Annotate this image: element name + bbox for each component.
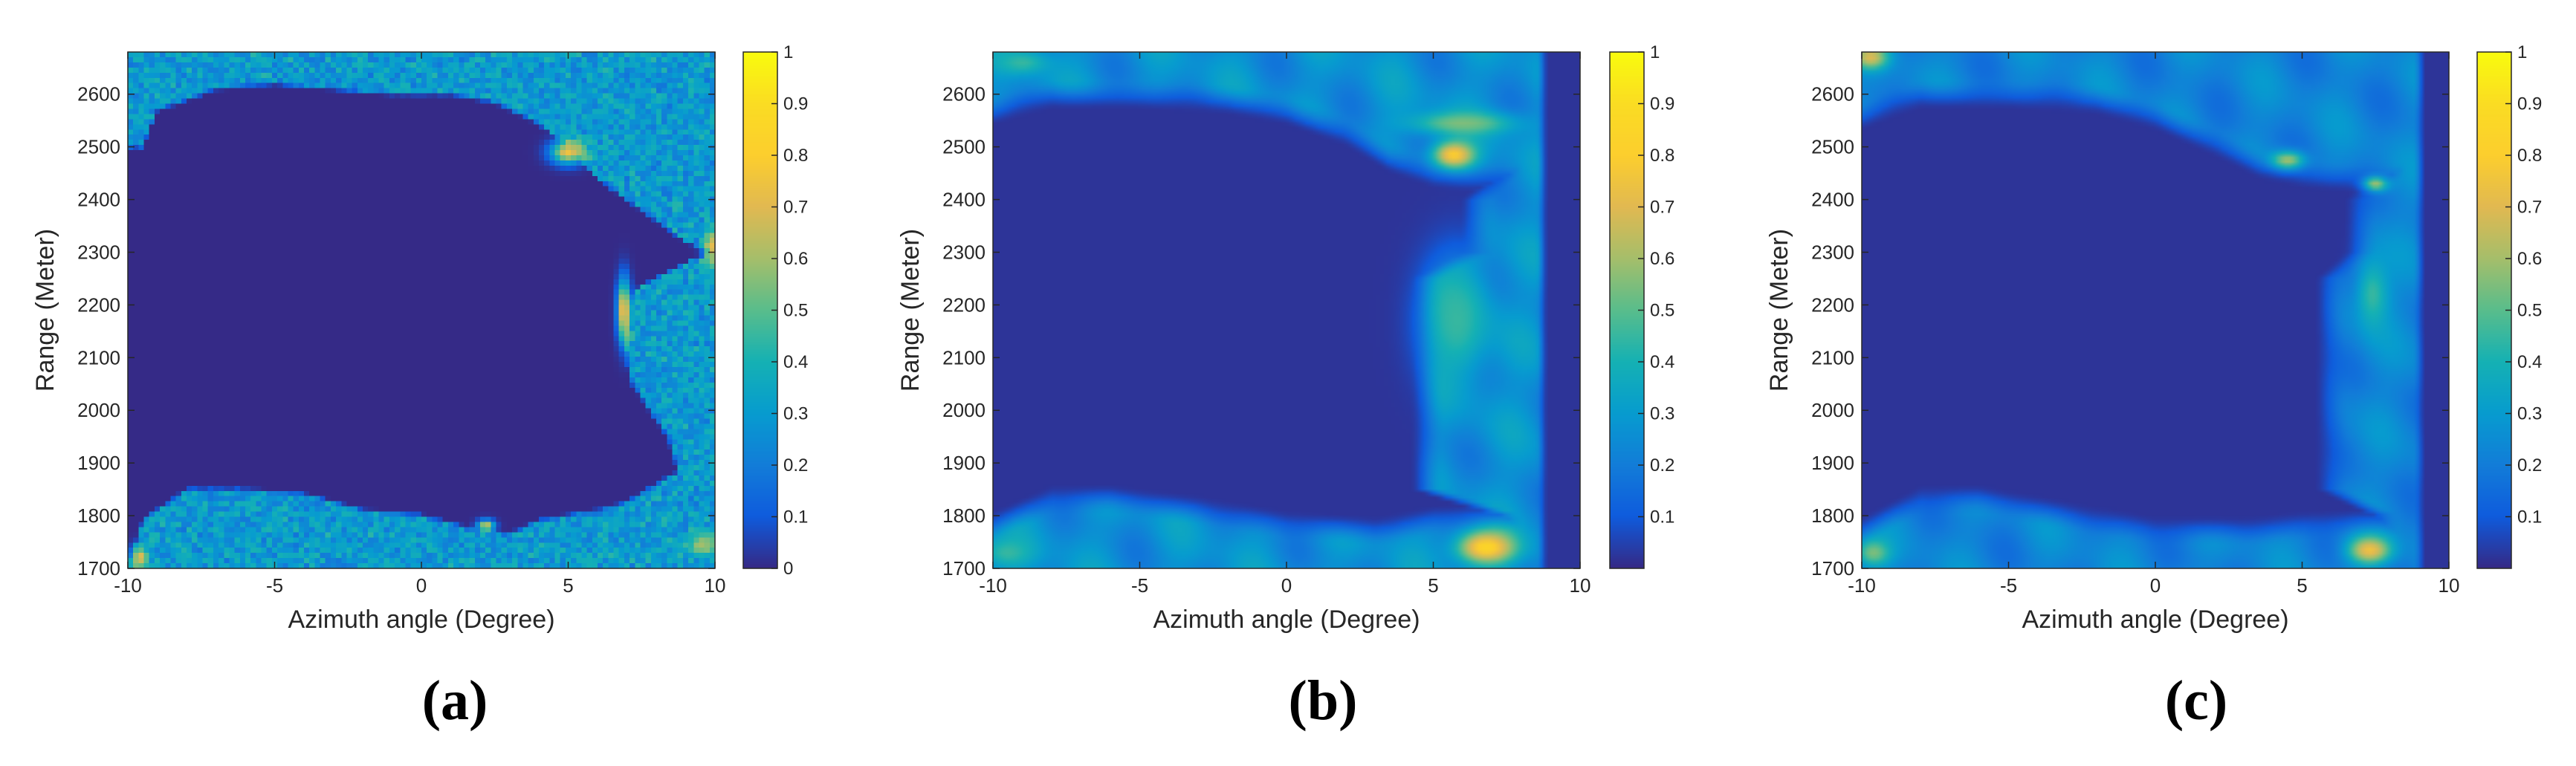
colorbar-tick-label: 0.9 <box>783 94 808 114</box>
colorbar-tick-label: 0.7 <box>1650 198 1674 218</box>
colorbar-tick-label: 0.5 <box>783 301 808 321</box>
y-tick-label: 2200 <box>942 293 986 316</box>
x-tick-label: 0 <box>1281 574 1292 597</box>
panel-label: (c) <box>2165 669 2227 732</box>
y-tick-label: 2600 <box>1811 83 1854 106</box>
x-tick-label: 5 <box>2297 574 2307 597</box>
x-tick-label: 10 <box>2439 574 2460 597</box>
y-tick-label: 1700 <box>77 557 120 580</box>
colorbar-tick-label: 0.8 <box>1650 146 1674 166</box>
colorbar-tick-label: 0.4 <box>2517 352 2542 372</box>
y-tick-label: 1900 <box>1811 452 1854 474</box>
colorbar-tick-label: 0.7 <box>783 198 808 218</box>
colorbar-tick-label: 0.5 <box>2517 301 2542 321</box>
x-tick-label: 5 <box>1428 574 1438 597</box>
colorbar-tick-label: 1 <box>1650 42 1660 62</box>
x-axis-label: Azimuth angle (Degree) <box>288 606 554 634</box>
x-axis-label: Azimuth angle (Degree) <box>1153 606 1420 634</box>
colorbar-tick-label: 0.7 <box>2517 198 2542 218</box>
colorbar-tick-label: 0.3 <box>783 404 808 424</box>
y-tick-label: 2400 <box>1811 189 1854 211</box>
heatmap-image <box>993 52 1580 568</box>
y-tick-label: 2500 <box>77 136 120 158</box>
colorbar-tick-label: 0.8 <box>2517 146 2542 166</box>
x-tick-label: 5 <box>563 574 573 597</box>
colorbar-tick-label: 0.9 <box>2517 94 2542 114</box>
colorbar-tick-label: 0.8 <box>783 146 808 166</box>
chart-panel-1: -10 -5 0 5 101700180019002000210022002300240… <box>31 42 808 732</box>
x-axis-label: Azimuth angle (Degree) <box>2022 606 2288 634</box>
colorbar-tick-label: 1 <box>783 42 793 62</box>
colorbar-tick-label: 1 <box>2517 42 2527 62</box>
y-tick-label: 2000 <box>942 399 986 421</box>
colorbar-tick-label: 0.6 <box>783 249 808 269</box>
colorbar-tick-label: 0.4 <box>1650 352 1674 372</box>
y-tick-label: 2600 <box>942 83 986 106</box>
y-tick-label: 2400 <box>942 189 986 211</box>
x-tick-label: -10 <box>1848 574 1876 597</box>
y-tick-label: 1900 <box>942 452 986 474</box>
y-tick-label: 2500 <box>942 136 986 158</box>
x-tick-label: 0 <box>416 574 427 597</box>
colorbar-tick-label: 0.3 <box>2517 404 2542 424</box>
y-tick-label: 2300 <box>942 241 986 263</box>
y-axis-label: Range (Meter) <box>1765 229 1793 392</box>
colorbar-tick-label: 0.4 <box>783 352 808 372</box>
x-tick-label: -5 <box>266 574 283 597</box>
y-tick-label: 2000 <box>1811 399 1854 421</box>
y-tick-label: 2000 <box>77 399 120 421</box>
x-tick-label: 10 <box>705 574 726 597</box>
colorbar-tick-label: 0.2 <box>783 455 808 475</box>
x-tick-label: -10 <box>114 574 142 597</box>
colorbar-tick-label: 0.1 <box>1650 507 1674 528</box>
y-tick-label: 1700 <box>1811 557 1854 580</box>
y-tick-label: 2100 <box>77 346 120 369</box>
y-tick-label: 2300 <box>1811 241 1854 263</box>
colorbar-tick-label: 0.2 <box>2517 455 2542 475</box>
y-tick-label: 2400 <box>77 189 120 211</box>
y-tick-label: 1900 <box>77 452 120 474</box>
chart-panel-3: -10 -5 0 5 10 1700 1800 1900 2000 2100 2200 2300 240… <box>1765 42 2542 732</box>
y-axis-label: Range (Meter) <box>896 229 925 392</box>
y-tick-label: 2500 <box>1811 136 1854 158</box>
y-tick-label: 2300 <box>77 241 120 263</box>
colorbar-tick-label: 0.6 <box>2517 249 2542 269</box>
y-tick-label: 2100 <box>942 346 986 369</box>
colorbar-tick-label: 0.9 <box>1650 94 1674 114</box>
heatmap-image <box>128 52 715 568</box>
panel-label: (a) <box>422 669 488 732</box>
x-tick-label: 0 <box>2150 574 2161 597</box>
chart-panel-2: -10 -5 0 5 10 1700 1800 1900 2000 2100 2200 2300 240… <box>896 42 1674 732</box>
y-tick-label: 1800 <box>942 504 986 527</box>
colorbar-tick-label: 0.2 <box>1650 455 1674 475</box>
y-tick-label: 1800 <box>77 504 120 527</box>
panel-label: (b) <box>1289 669 1358 732</box>
colorbar-tick-label: 0.1 <box>783 507 808 528</box>
y-tick-label: 2600 <box>77 83 120 106</box>
heatmap-image <box>1862 52 2449 568</box>
x-tick-label: -5 <box>1131 574 1148 597</box>
y-tick-label: 1800 <box>1811 504 1854 527</box>
colorbar-tick-label: 0.5 <box>1650 301 1674 321</box>
y-tick-label: 2200 <box>1811 293 1854 316</box>
y-tick-label: 1700 <box>942 557 986 580</box>
y-tick-label: 2200 <box>77 293 120 316</box>
colorbar-tick-label: 0 <box>783 559 793 579</box>
colorbar-tick-label: 0.3 <box>1650 404 1674 424</box>
y-tick-label: 2100 <box>1811 346 1854 369</box>
colorbar-tick-label: 0.6 <box>1650 249 1674 269</box>
colorbar-tick-label: 0.1 <box>2517 507 2542 528</box>
x-tick-label: -10 <box>979 574 1007 597</box>
y-axis-label: Range (Meter) <box>31 229 59 392</box>
x-tick-label: -5 <box>2000 574 2017 597</box>
x-tick-label: 10 <box>1570 574 1591 597</box>
